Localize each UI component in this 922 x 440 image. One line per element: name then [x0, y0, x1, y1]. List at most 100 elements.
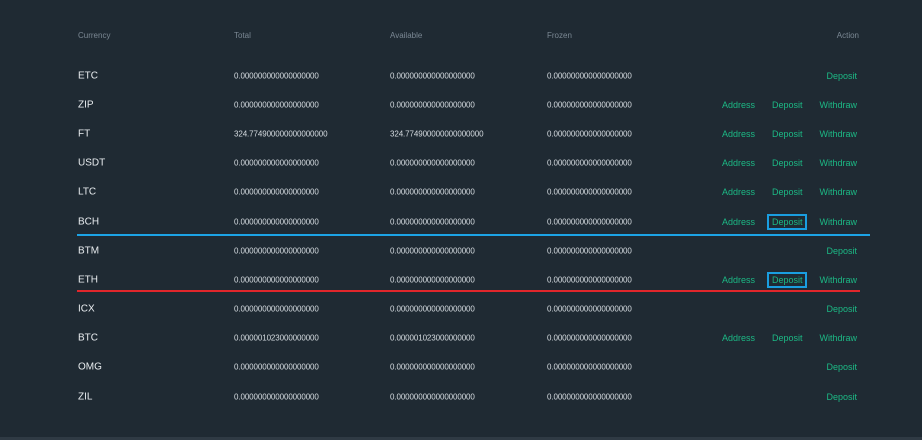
frozen-value: 0.000000000000000000 [547, 304, 632, 314]
available-value: 0.000001023000000000 [390, 333, 475, 343]
withdraw-link[interactable]: Withdraw [819, 158, 857, 169]
header-available: Available [390, 31, 423, 40]
currency-name: FT [78, 128, 91, 140]
table-row: LTC 0.000000000000000000 0.000000000000000… [0, 178, 922, 207]
available-value: 0.000000000000000000 [390, 392, 475, 402]
row-actions: Address Deposit Withdraw [720, 187, 859, 197]
deposit-link[interactable]: Deposit [771, 99, 803, 110]
available-value: 0.000000000000000000 [390, 246, 475, 256]
blue-annotation-line [77, 234, 870, 236]
currency-name: LTC [78, 186, 97, 198]
frozen-value: 0.000000000000000000 [547, 362, 632, 372]
balances-table: ETC 0.000000000000000000 0.000000000000000… [0, 61, 922, 411]
row-actions: Deposit [824, 362, 859, 372]
available-value: 0.000000000000000000 [390, 275, 475, 285]
withdraw-link[interactable]: Withdraw [819, 333, 857, 344]
available-value: 0.000000000000000000 [390, 187, 475, 197]
currency-name: ETH [78, 274, 98, 286]
red-annotation-line [77, 290, 860, 292]
deposit-link[interactable]: Deposit [771, 333, 803, 344]
table-row: USDT 0.000000000000000000 0.00000000000000… [0, 149, 922, 178]
row-actions: Address Deposit Withdraw [720, 271, 859, 288]
table-header: Currency Total Available Frozen Action [0, 31, 922, 43]
address-link[interactable]: Address [721, 99, 755, 110]
deposit-link[interactable]: Deposit [771, 128, 803, 139]
table-row: BTC 0.000001023000000000 0.000001023000000… [0, 324, 922, 353]
frozen-value: 0.000000000000000000 [547, 158, 632, 168]
withdraw-link[interactable]: Withdraw [819, 274, 857, 285]
available-value: 324.774900000000000000 [390, 129, 484, 139]
currency-name: BTC [78, 332, 98, 344]
available-value: 0.000000000000000000 [390, 71, 475, 81]
row-actions: Deposit [824, 304, 859, 314]
withdraw-link[interactable]: Withdraw [819, 187, 857, 198]
frozen-value: 0.000000000000000000 [547, 187, 632, 197]
row-actions: Address Deposit Withdraw [720, 129, 859, 139]
row-actions: Deposit [824, 71, 859, 81]
available-value: 0.000000000000000000 [390, 362, 475, 372]
row-actions: Address Deposit Withdraw [720, 213, 859, 230]
total-value: 0.000000000000000000 [234, 71, 319, 81]
deposit-link[interactable]: Deposit [826, 245, 857, 256]
available-value: 0.000000000000000000 [390, 217, 475, 227]
frozen-value: 0.000000000000000000 [547, 275, 632, 285]
table-row: BTM 0.000000000000000000 0.000000000000000… [0, 236, 922, 265]
currency-name: ZIL [78, 391, 93, 403]
total-value: 0.000000000000000000 [234, 304, 319, 314]
withdraw-link[interactable]: Withdraw [819, 128, 857, 139]
frozen-value: 0.000000000000000000 [547, 100, 632, 110]
table-row: ZIL 0.000000000000000000 0.000000000000000… [0, 382, 922, 411]
table-row: FT 324.774900000000000000 324.774900000000… [0, 119, 922, 148]
row-actions: Deposit [824, 246, 859, 256]
bottom-border [0, 437, 922, 440]
total-value: 0.000000000000000000 [234, 246, 319, 256]
address-link[interactable]: Address [721, 274, 755, 285]
available-value: 0.000000000000000000 [390, 304, 475, 314]
row-actions: Address Deposit Withdraw [720, 158, 859, 168]
withdraw-link[interactable]: Withdraw [819, 99, 857, 110]
address-link[interactable]: Address [721, 158, 755, 169]
address-link[interactable]: Address [721, 333, 755, 344]
currency-name: ETC [78, 70, 98, 82]
deposit-link[interactable]: Deposit [826, 70, 857, 81]
currency-name: OMG [78, 361, 102, 373]
total-value: 0.000000000000000000 [234, 392, 319, 402]
currency-name: BCH [78, 216, 100, 228]
address-link[interactable]: Address [721, 216, 755, 227]
frozen-value: 0.000000000000000000 [547, 246, 632, 256]
table-row: BCH 0.000000000000000000 0.000000000000000… [0, 207, 922, 236]
deposit-link[interactable]: Deposit [826, 304, 857, 315]
frozen-value: 0.000000000000000000 [547, 333, 632, 343]
available-value: 0.000000000000000000 [390, 158, 475, 168]
table-row: ZIP 0.000000000000000000 0.000000000000000… [0, 90, 922, 119]
deposit-link[interactable]: Deposit [767, 271, 808, 288]
row-actions: Address Deposit Withdraw [720, 100, 859, 110]
address-link[interactable]: Address [721, 187, 755, 198]
deposit-link[interactable]: Deposit [826, 391, 857, 402]
total-value: 0.000000000000000000 [234, 362, 319, 372]
header-frozen: Frozen [547, 31, 572, 40]
currency-name: USDT [78, 157, 106, 169]
row-actions: Address Deposit Withdraw [720, 333, 859, 343]
frozen-value: 0.000000000000000000 [547, 71, 632, 81]
total-value: 0.000000000000000000 [234, 187, 319, 197]
deposit-link[interactable]: Deposit [767, 213, 808, 230]
total-value: 0.000000000000000000 [234, 100, 319, 110]
withdraw-link[interactable]: Withdraw [819, 216, 857, 227]
available-value: 0.000000000000000000 [390, 100, 475, 110]
currency-name: ICX [78, 303, 95, 315]
frozen-value: 0.000000000000000000 [547, 129, 632, 139]
total-value: 324.774900000000000000 [234, 129, 328, 139]
deposit-link[interactable]: Deposit [771, 187, 803, 198]
table-row: OMG 0.000000000000000000 0.000000000000000… [0, 353, 922, 382]
table-row: ETH 0.000000000000000000 0.000000000000000… [0, 265, 922, 294]
frozen-value: 0.000000000000000000 [547, 392, 632, 402]
deposit-link[interactable]: Deposit [826, 362, 857, 373]
total-value: 0.000000000000000000 [234, 275, 319, 285]
header-total: Total [234, 31, 251, 40]
table-row: ETC 0.000000000000000000 0.000000000000000… [0, 61, 922, 90]
address-link[interactable]: Address [721, 128, 755, 139]
deposit-link[interactable]: Deposit [771, 158, 803, 169]
currency-name: ZIP [78, 99, 94, 111]
